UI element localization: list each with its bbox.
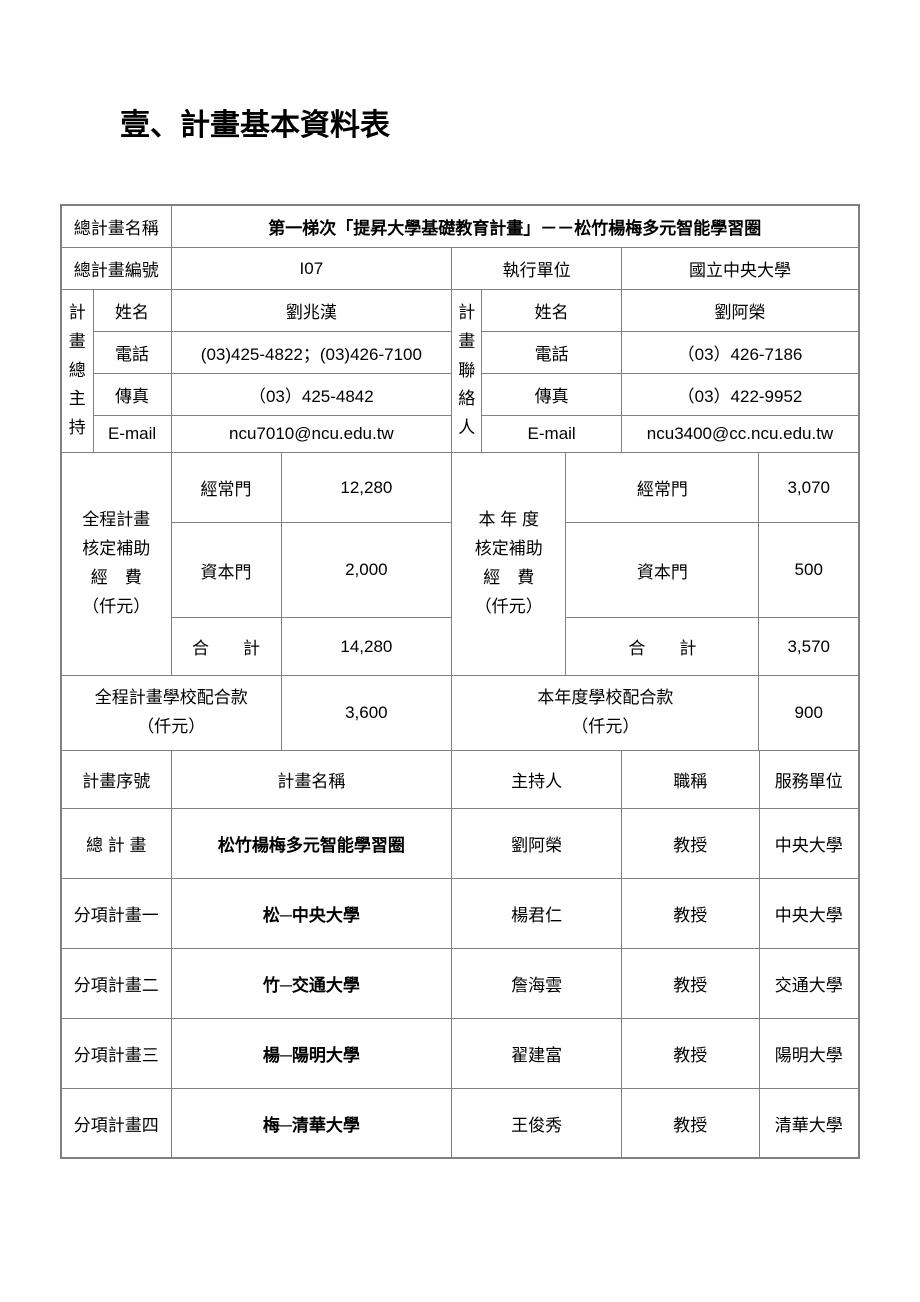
year-total: 3,570 bbox=[759, 618, 859, 676]
label-total-plan-name: 總計畫名稱 bbox=[61, 205, 171, 248]
year-budget-l3: 經 費 bbox=[458, 564, 559, 593]
plan-seq: 分項計畫三 bbox=[61, 1018, 171, 1088]
label-name-2: 姓名 bbox=[482, 290, 622, 332]
contact-fax: （03）422-9952 bbox=[622, 374, 859, 416]
plan-name: 竹─交通大學 bbox=[171, 948, 452, 1018]
plan-title: 教授 bbox=[622, 1018, 759, 1088]
label-fax: 傳真 bbox=[93, 374, 171, 416]
label-year-budget: 本 年 度 核定補助 經 費 （仟元） bbox=[452, 453, 566, 676]
plan-name: 松─中央大學 bbox=[171, 878, 452, 948]
year-school-match: 900 bbox=[759, 676, 859, 751]
director-name: 劉兆漢 bbox=[171, 290, 452, 332]
label-name: 姓名 bbox=[93, 290, 171, 332]
year-recurrent: 3,070 bbox=[759, 453, 859, 523]
label-phone: 電話 bbox=[93, 332, 171, 374]
full-recurrent: 12,280 bbox=[281, 453, 452, 523]
plan-unit: 陽明大學 bbox=[759, 1018, 859, 1088]
plan-seq: 分項計畫四 bbox=[61, 1088, 171, 1158]
director-fax: （03）425-4842 bbox=[171, 374, 452, 416]
label-recurrent-1: 經常門 bbox=[171, 453, 281, 523]
plan-seq: 總 計 畫 bbox=[61, 808, 171, 878]
col-pi: 主持人 bbox=[452, 750, 622, 808]
year-school-match-l1: 本年度學校配合款 bbox=[458, 684, 752, 713]
label-contact-group: 計畫聯絡人 bbox=[452, 290, 482, 453]
year-budget-l4: （仟元） bbox=[458, 593, 559, 622]
full-budget-l3: 經 費 bbox=[68, 564, 165, 593]
label-email: E-mail bbox=[93, 416, 171, 453]
plan-unit: 中央大學 bbox=[759, 808, 859, 878]
full-budget-l2: 核定補助 bbox=[68, 535, 165, 564]
full-capital: 2,000 bbox=[281, 523, 452, 618]
col-title: 職稱 bbox=[622, 750, 759, 808]
label-fax-2: 傳真 bbox=[482, 374, 622, 416]
plan-pi: 楊君仁 bbox=[452, 878, 622, 948]
label-recurrent-2: 經常門 bbox=[566, 453, 759, 523]
full-school-match-l2: （仟元） bbox=[68, 713, 275, 742]
plan-name: 楊─陽明大學 bbox=[171, 1018, 452, 1088]
label-total-plan-number: 總計畫編號 bbox=[61, 248, 171, 290]
label-full-school-match: 全程計畫學校配合款 （仟元） bbox=[61, 676, 281, 751]
label-full-budget: 全程計畫 核定補助 經 費 （仟元） bbox=[61, 453, 171, 676]
page-title: 壹、計畫基本資料表 bbox=[120, 100, 860, 144]
label-total-2: 合 計 bbox=[566, 618, 759, 676]
director-phone: (03)425-4822；(03)426-7100 bbox=[171, 332, 452, 374]
plan-seq: 分項計畫一 bbox=[61, 878, 171, 948]
label-email-2: E-mail bbox=[482, 416, 622, 453]
contact-phone: （03）426-7186 bbox=[622, 332, 859, 374]
full-school-match-l1: 全程計畫學校配合款 bbox=[68, 684, 275, 713]
plan-pi: 劉阿榮 bbox=[452, 808, 622, 878]
year-capital: 500 bbox=[759, 523, 859, 618]
contact-email: ncu3400@cc.ncu.edu.tw bbox=[622, 416, 859, 453]
label-year-school-match: 本年度學校配合款 （仟元） bbox=[452, 676, 759, 751]
plan-name: 梅─清華大學 bbox=[171, 1088, 452, 1158]
table-row: 分項計畫三 楊─陽明大學 翟建富 教授 陽明大學 bbox=[61, 1018, 859, 1088]
plan-title: 教授 bbox=[622, 1088, 759, 1158]
col-name: 計畫名稱 bbox=[171, 750, 452, 808]
plan-unit: 交通大學 bbox=[759, 948, 859, 1018]
label-capital-1: 資本門 bbox=[171, 523, 281, 618]
col-unit: 服務單位 bbox=[759, 750, 859, 808]
label-phone-2: 電話 bbox=[482, 332, 622, 374]
total-plan-name: 第一梯次「提昇大學基礎教育計畫」－－松竹楊梅多元智能學習圈 bbox=[171, 205, 859, 248]
basic-info-table: 總計畫名稱 第一梯次「提昇大學基礎教育計畫」－－松竹楊梅多元智能學習圈 總計畫編… bbox=[60, 204, 860, 1159]
plan-title: 教授 bbox=[622, 948, 759, 1018]
plan-pi: 王俊秀 bbox=[452, 1088, 622, 1158]
table-row: 總 計 畫 松竹楊梅多元智能學習圈 劉阿榮 教授 中央大學 bbox=[61, 808, 859, 878]
label-exec-unit: 執行單位 bbox=[452, 248, 622, 290]
plan-title: 教授 bbox=[622, 808, 759, 878]
year-school-match-l2: （仟元） bbox=[458, 713, 752, 742]
director-email: ncu7010@ncu.edu.tw bbox=[171, 416, 452, 453]
plan-unit: 中央大學 bbox=[759, 878, 859, 948]
plan-name: 松竹楊梅多元智能學習圈 bbox=[171, 808, 452, 878]
full-school-match: 3,600 bbox=[281, 676, 452, 751]
label-total-1: 合 計 bbox=[171, 618, 281, 676]
table-row: 分項計畫二 竹─交通大學 詹海雲 教授 交通大學 bbox=[61, 948, 859, 1018]
full-budget-l4: （仟元） bbox=[68, 593, 165, 622]
col-seq: 計畫序號 bbox=[61, 750, 171, 808]
contact-name: 劉阿榮 bbox=[622, 290, 859, 332]
label-director-group: 計畫總主持 bbox=[61, 290, 93, 453]
table-row: 分項計畫一 松─中央大學 楊君仁 教授 中央大學 bbox=[61, 878, 859, 948]
exec-unit: 國立中央大學 bbox=[622, 248, 859, 290]
total-plan-number: I07 bbox=[171, 248, 452, 290]
plan-seq: 分項計畫二 bbox=[61, 948, 171, 1018]
plan-pi: 詹海雲 bbox=[452, 948, 622, 1018]
label-capital-2: 資本門 bbox=[566, 523, 759, 618]
plan-title: 教授 bbox=[622, 878, 759, 948]
plan-pi: 翟建富 bbox=[452, 1018, 622, 1088]
year-budget-l1: 本 年 度 bbox=[458, 506, 559, 535]
full-total: 14,280 bbox=[281, 618, 452, 676]
year-budget-l2: 核定補助 bbox=[458, 535, 559, 564]
full-budget-l1: 全程計畫 bbox=[68, 506, 165, 535]
plan-unit: 清華大學 bbox=[759, 1088, 859, 1158]
table-row: 分項計畫四 梅─清華大學 王俊秀 教授 清華大學 bbox=[61, 1088, 859, 1158]
